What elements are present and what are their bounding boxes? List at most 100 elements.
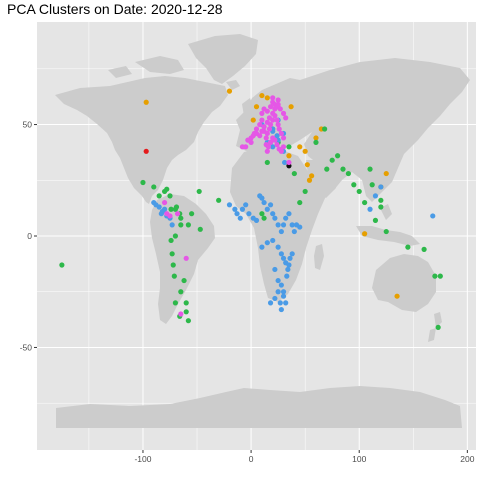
data-point [276,126,282,132]
land-madagascar [314,244,324,270]
land-north-america [55,76,228,204]
data-point [168,237,174,244]
data-point [143,148,149,154]
data-point [304,162,310,168]
data-point [280,222,287,228]
data-point [169,251,175,257]
data-point [248,135,254,141]
data-point [378,184,384,190]
data-point [251,130,257,137]
data-point [178,222,184,228]
plot-title: PCA Clusters on Date: 2020-12-28 [7,1,223,17]
data-point [282,159,288,166]
data-point [280,135,287,141]
data-point [259,211,265,217]
land-indonesia [356,204,420,246]
data-point [264,148,270,154]
data-point [196,188,202,195]
data-point [289,222,295,228]
data-point [237,215,243,221]
data-point [272,106,278,112]
data-point [362,199,368,206]
data-point [161,206,168,212]
data-point [302,188,308,195]
data-point [378,204,384,210]
data-point [421,246,427,252]
data-point [178,215,184,221]
y-tick-label: 0 [27,231,32,241]
y-tick-label: -50 [20,342,33,352]
data-point [345,170,352,177]
data-point [324,166,330,172]
data-point [239,206,246,212]
data-point [274,117,280,123]
data-point [430,213,436,219]
x-tick-label: -100 [134,454,151,464]
data-point [302,148,308,154]
data-point [278,130,284,137]
data-point [313,139,319,145]
data-point [383,170,389,177]
data-point [278,282,284,288]
data-point [259,110,265,116]
data-point [167,193,173,199]
data-point [291,170,297,177]
data-point [372,193,379,199]
data-point [169,222,175,228]
data-point [263,135,269,141]
data-point [362,231,368,237]
data-point [286,159,292,166]
data-point [277,300,283,306]
data-point [270,110,276,116]
data-point [253,217,260,223]
data-point [394,293,400,299]
data-point [266,115,273,121]
data-point [183,255,189,261]
data-point [329,157,335,163]
data-point [264,108,270,114]
data-point [232,206,238,212]
data-point [274,142,280,148]
data-point [275,222,281,228]
data-point [246,211,252,217]
data-point [286,153,292,159]
data-point [156,204,162,210]
data-point [278,228,284,235]
data-point [143,99,149,105]
data-point [435,324,441,330]
data-point [367,166,373,172]
data-point [270,95,276,101]
data-point [309,173,315,179]
data-point [278,148,284,154]
data-point [264,95,270,101]
data-point [272,137,278,143]
data-point [275,277,281,284]
data-point [264,119,270,125]
data-point [283,115,289,121]
data-point [334,153,341,159]
data-point [272,215,278,221]
data-point [283,300,289,306]
data-point [253,126,260,132]
data-point [340,166,346,172]
data-point [272,295,278,302]
data-point [264,159,270,166]
data-point [383,228,389,235]
data-point [216,197,222,203]
data-point [286,262,292,268]
data-point [261,124,267,130]
data-point [259,117,265,123]
data-point [284,273,290,279]
data-point [234,211,240,217]
data-point [278,306,284,313]
data-point [189,211,195,217]
data-point [280,110,287,116]
cluster-points [59,88,443,330]
data-point [267,300,274,306]
data-point [313,135,319,141]
data-point [243,202,249,208]
data-point [277,106,283,112]
y-tick-label: 50 [23,120,33,130]
data-point [161,199,168,206]
